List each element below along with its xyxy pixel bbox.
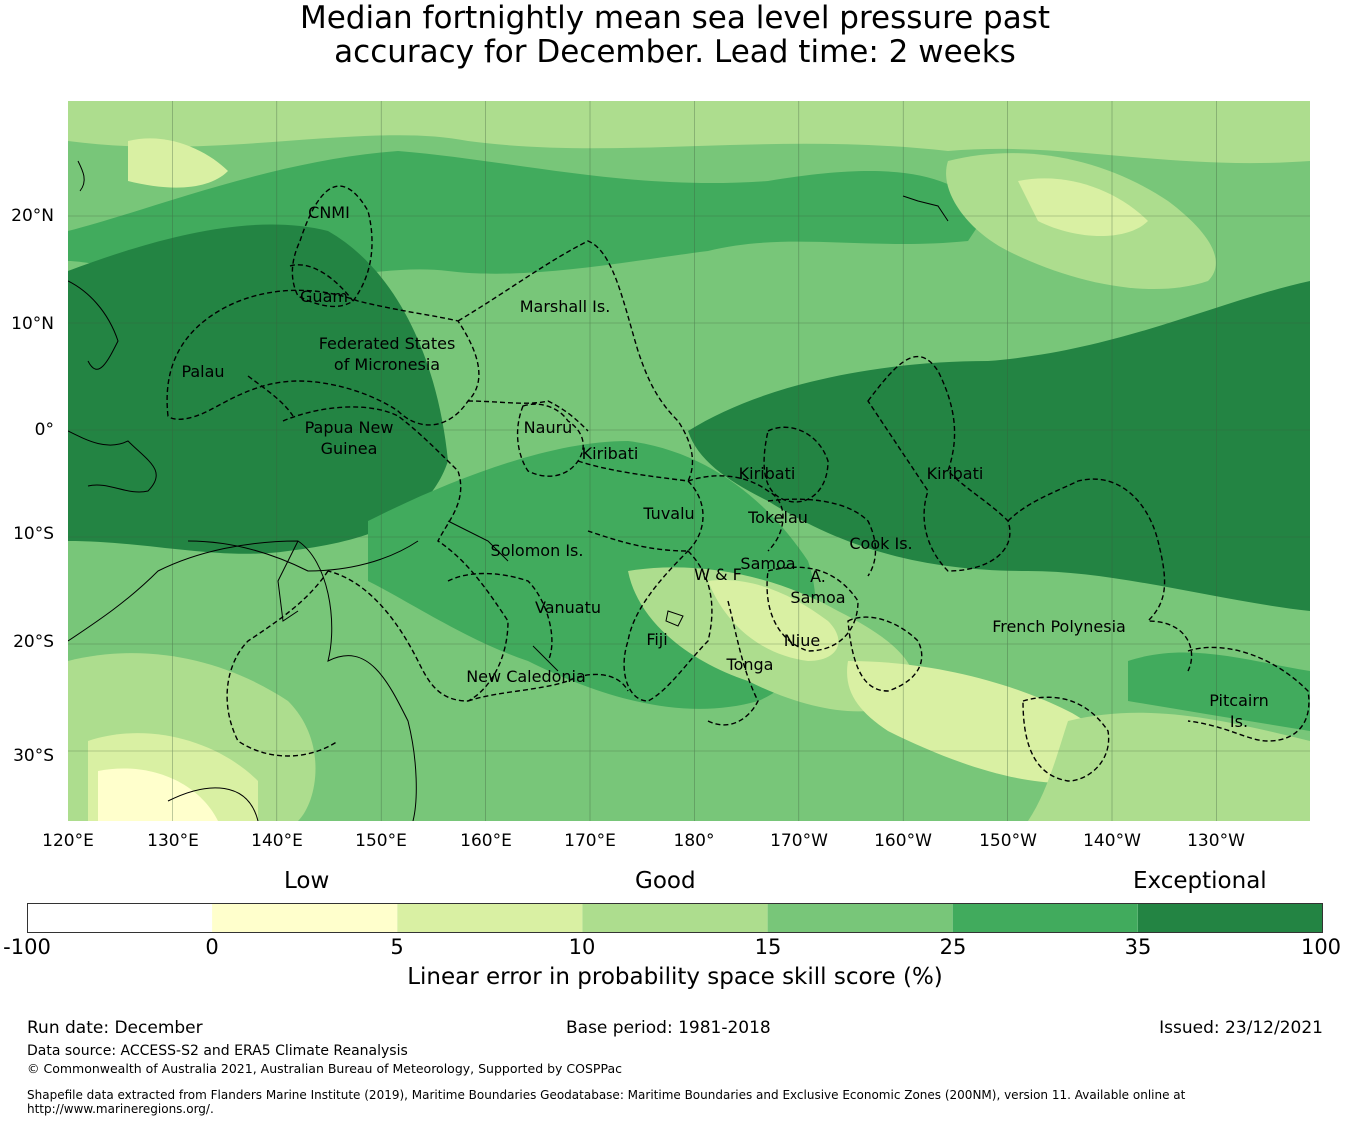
region-label-cook-is: Cook Is. bbox=[849, 534, 912, 553]
lon-label: 160°W bbox=[874, 831, 932, 851]
lat-label: 30°S bbox=[13, 746, 54, 766]
base-period: Base period: 1981-2018 bbox=[566, 1018, 771, 1038]
region-label-kiribati-gilbert: Kiribati bbox=[582, 444, 639, 463]
colorbar-segment bbox=[212, 903, 398, 933]
region-label-niue: Niue bbox=[784, 631, 820, 650]
lon-label: 140°E bbox=[251, 831, 303, 851]
legend-category-low: Low bbox=[284, 868, 330, 894]
colorbar-segment bbox=[767, 903, 953, 933]
region-label-kiribati-line: Kiribati bbox=[927, 464, 984, 483]
region-label-png-2: Guinea bbox=[321, 439, 378, 458]
region-label-marshall-is: Marshall Is. bbox=[520, 297, 611, 316]
region-label-american-samoa-2: Samoa bbox=[790, 588, 845, 607]
lon-label: 150°W bbox=[979, 831, 1037, 851]
data-source: Data source: ACCESS-S2 and ERA5 Climate … bbox=[27, 1043, 408, 1059]
lat-label: 20°N bbox=[11, 206, 54, 226]
chart-title-line1: Median fortnightly mean sea level pressu… bbox=[299, 0, 1051, 36]
region-label-cnmi: CNMI bbox=[308, 203, 350, 222]
region-label-fiji: Fiji bbox=[646, 630, 667, 649]
region-label-fsm-1: Federated States bbox=[319, 334, 456, 353]
region-label-tuvalu: Tuvalu bbox=[642, 504, 694, 523]
lat-label: 10°N bbox=[11, 314, 54, 334]
region-label-kiribati-phoenix: Kiribati bbox=[739, 464, 796, 483]
colorbar bbox=[27, 903, 1323, 933]
shapefile-credit: Shapefile data extracted from Flanders M… bbox=[27, 1088, 1186, 1102]
colorbar-tick: -100 bbox=[3, 935, 51, 959]
region-label-png-1: Papua New bbox=[305, 418, 394, 437]
legend-category-exceptional: Exceptional bbox=[1133, 868, 1267, 894]
colorbar-segment bbox=[582, 903, 768, 933]
region-label-guam: Guam bbox=[300, 287, 348, 306]
colorbar-tick: 0 bbox=[205, 935, 219, 959]
lat-label: 20°S bbox=[13, 632, 54, 652]
skill-score-map: CNMI Guam Marshall Is. Federated States … bbox=[68, 101, 1310, 821]
legend-category-good: Good bbox=[635, 868, 696, 894]
region-label-fsm-2: of Micronesia bbox=[334, 355, 440, 374]
lat-label: 0° bbox=[34, 420, 54, 440]
colorbar-tick: 15 bbox=[754, 935, 782, 959]
colorbar-segment bbox=[1137, 903, 1323, 933]
lon-label: 140°W bbox=[1083, 831, 1141, 851]
colorbar-tick: 5 bbox=[390, 935, 404, 959]
run-date: Run date: December bbox=[27, 1018, 203, 1038]
lon-label: 170°W bbox=[770, 831, 828, 851]
colorbar-segment bbox=[952, 903, 1138, 933]
colorbar-tick: 35 bbox=[1124, 935, 1152, 959]
colorbar-tick: 25 bbox=[939, 935, 967, 959]
lon-label: 120°E bbox=[42, 831, 94, 851]
chart-title-line2: accuracy for December. Lead time: 2 week… bbox=[334, 34, 1016, 70]
lon-label: 170°E bbox=[564, 831, 616, 851]
shapefile-url: http://www.marineregions.org/. bbox=[27, 1102, 214, 1116]
region-label-tokelau: Tokelau bbox=[747, 508, 808, 527]
lon-label: 150°E bbox=[355, 831, 407, 851]
region-label-french-polynesia: French Polynesia bbox=[992, 617, 1126, 636]
issued-date: Issued: 23/12/2021 bbox=[1159, 1018, 1323, 1038]
lon-label: 130°E bbox=[147, 831, 199, 851]
region-label-samoa: Samoa bbox=[740, 554, 795, 573]
colorbar-segment bbox=[397, 903, 583, 933]
colorbar-tick: 10 bbox=[568, 935, 596, 959]
region-label-nauru: Nauru bbox=[524, 418, 573, 437]
colorbar-label: Linear error in probability space skill … bbox=[407, 964, 943, 990]
region-label-vanuatu: Vanuatu bbox=[535, 598, 601, 617]
region-label-pitcairn-2: Is. bbox=[1230, 712, 1248, 731]
region-label-tonga: Tonga bbox=[726, 655, 774, 674]
copyright: © Commonwealth of Australia 2021, Austra… bbox=[27, 1061, 622, 1076]
region-label-new-caledonia: New Caledonia bbox=[466, 667, 586, 686]
colorbar-tick: 100 bbox=[1300, 935, 1342, 959]
region-label-american-samoa-1: A. bbox=[810, 567, 826, 586]
region-label-pitcairn-1: Pitcairn bbox=[1209, 691, 1269, 710]
lon-label: 130°W bbox=[1187, 831, 1245, 851]
region-label-palau: Palau bbox=[181, 362, 224, 381]
region-label-wallis-futuna: W & F bbox=[694, 565, 742, 584]
region-label-solomon-is: Solomon Is. bbox=[491, 541, 584, 560]
colorbar-segment bbox=[27, 903, 213, 933]
lon-label: 180° bbox=[673, 831, 715, 851]
lat-label: 10°S bbox=[13, 524, 54, 544]
lon-label: 160°E bbox=[460, 831, 512, 851]
